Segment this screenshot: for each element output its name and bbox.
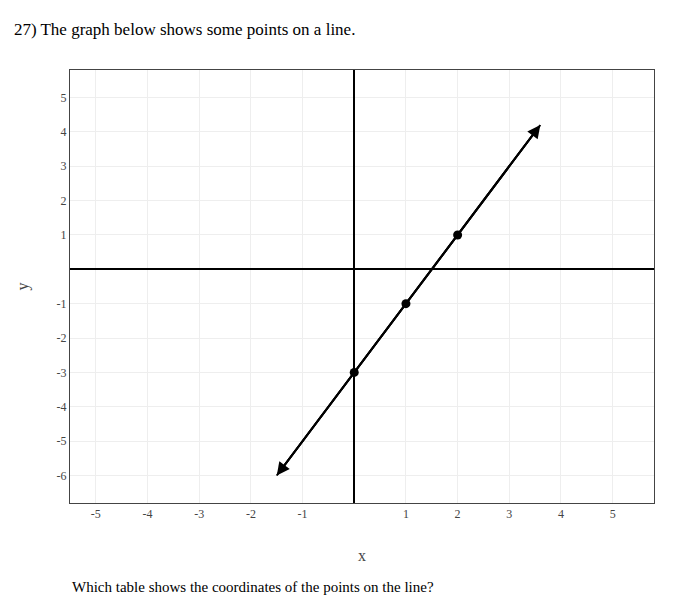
- svg-text:3: 3: [506, 507, 512, 521]
- svg-text:Which table shows the coordina: Which table shows the coordinates of the…: [72, 579, 434, 595]
- svg-text:1: 1: [403, 507, 409, 521]
- svg-text:y: y: [14, 283, 32, 291]
- svg-text:-1: -1: [298, 507, 308, 521]
- svg-text:-5: -5: [91, 507, 101, 521]
- svg-text:4: 4: [61, 125, 67, 139]
- svg-text:-3: -3: [194, 507, 204, 521]
- svg-text:-2: -2: [57, 331, 67, 345]
- svg-text:-6: -6: [57, 469, 67, 483]
- svg-text:-4: -4: [57, 400, 67, 414]
- svg-text:2: 2: [61, 194, 67, 208]
- svg-text:3: 3: [61, 159, 67, 173]
- svg-text:4: 4: [558, 507, 564, 521]
- svg-text:5: 5: [61, 91, 67, 105]
- svg-text:27) The graph below shows some: 27) The graph below shows some points on…: [14, 20, 356, 39]
- svg-text:-2: -2: [246, 507, 256, 521]
- svg-text:-5: -5: [57, 434, 67, 448]
- svg-text:-3: -3: [57, 366, 67, 380]
- svg-text:2: 2: [455, 507, 461, 521]
- svg-text:x: x: [358, 547, 366, 564]
- svg-text:-4: -4: [143, 507, 153, 521]
- svg-text:1: 1: [61, 228, 67, 242]
- svg-text:5: 5: [610, 507, 616, 521]
- svg-text:-1: -1: [57, 297, 67, 311]
